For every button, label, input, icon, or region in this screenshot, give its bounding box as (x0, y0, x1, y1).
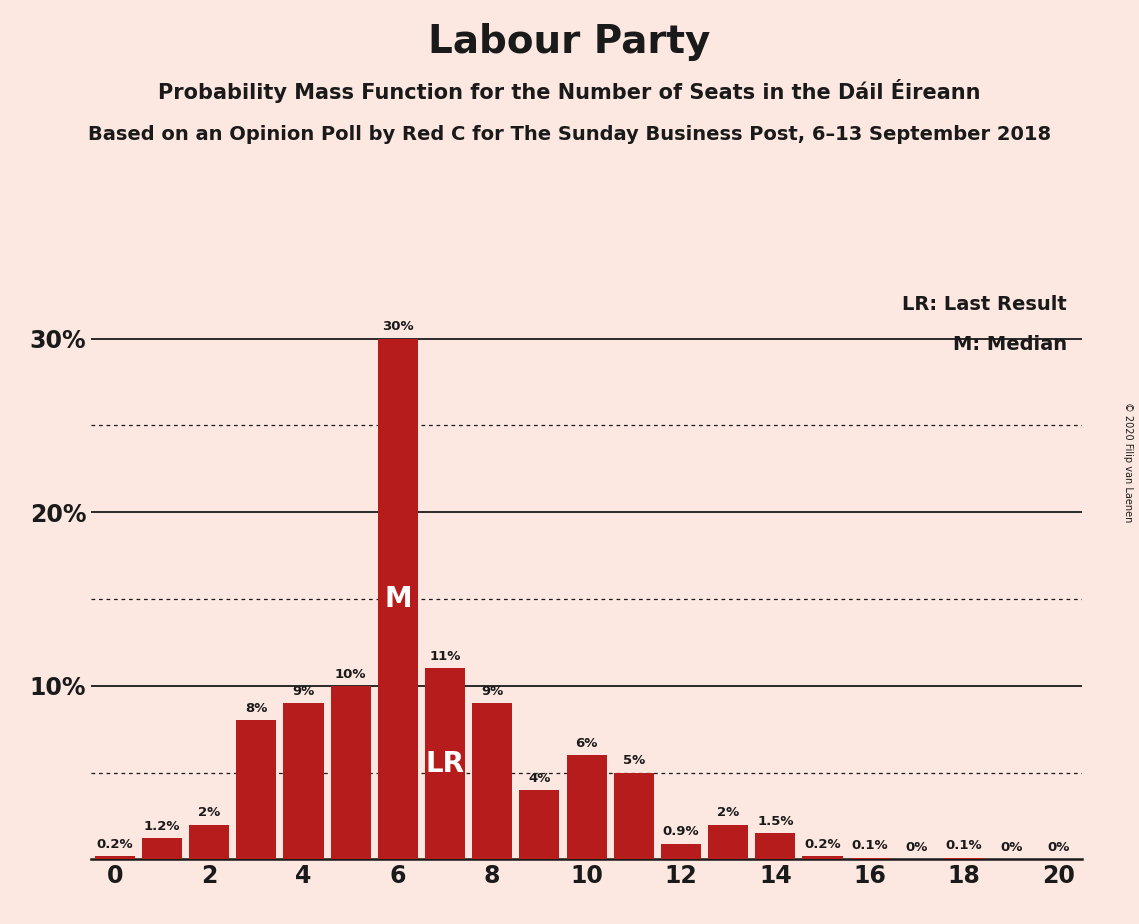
Text: 0.1%: 0.1% (945, 839, 983, 852)
Text: 0.2%: 0.2% (97, 838, 133, 851)
Text: 4%: 4% (528, 772, 550, 784)
Bar (519, 790, 559, 859)
Bar (850, 857, 890, 859)
Bar (95, 856, 134, 859)
Text: 30%: 30% (382, 321, 413, 334)
Text: LR: LR (426, 750, 465, 778)
Text: 1.2%: 1.2% (144, 821, 180, 833)
Bar (944, 857, 984, 859)
Text: 5%: 5% (623, 754, 645, 767)
Bar (284, 703, 323, 859)
Bar (708, 824, 748, 859)
Text: Labour Party: Labour Party (428, 23, 711, 61)
Bar (189, 824, 229, 859)
Text: 0.2%: 0.2% (804, 838, 841, 851)
Bar (614, 772, 654, 859)
Bar (473, 703, 513, 859)
Text: 8%: 8% (245, 702, 268, 715)
Text: 1.5%: 1.5% (757, 815, 794, 828)
Text: 0.9%: 0.9% (663, 825, 699, 838)
Bar (661, 844, 700, 859)
Text: Based on an Opinion Poll by Red C for The Sunday Business Post, 6–13 September 2: Based on an Opinion Poll by Red C for Th… (88, 125, 1051, 144)
Text: 0%: 0% (906, 841, 928, 854)
Text: 2%: 2% (718, 807, 739, 820)
Text: 9%: 9% (293, 685, 314, 698)
Text: © 2020 Filip van Laenen: © 2020 Filip van Laenen (1123, 402, 1133, 522)
Bar (236, 721, 277, 859)
Text: 0%: 0% (1000, 841, 1023, 854)
Text: 2%: 2% (198, 807, 220, 820)
Bar (755, 833, 795, 859)
Text: Probability Mass Function for the Number of Seats in the Dáil Éireann: Probability Mass Function for the Number… (158, 79, 981, 103)
Bar (566, 755, 607, 859)
Text: 11%: 11% (429, 650, 460, 663)
Text: 10%: 10% (335, 667, 367, 680)
Text: 0%: 0% (1047, 841, 1070, 854)
Text: M: Median: M: Median (953, 335, 1067, 354)
Text: 0.1%: 0.1% (851, 839, 888, 852)
Bar (425, 668, 465, 859)
Bar (142, 838, 182, 859)
Text: M: M (384, 585, 411, 613)
Bar (803, 856, 843, 859)
Text: 9%: 9% (481, 685, 503, 698)
Bar (378, 338, 418, 859)
Bar (330, 686, 370, 859)
Text: LR: Last Result: LR: Last Result (902, 295, 1067, 314)
Text: 6%: 6% (575, 737, 598, 750)
